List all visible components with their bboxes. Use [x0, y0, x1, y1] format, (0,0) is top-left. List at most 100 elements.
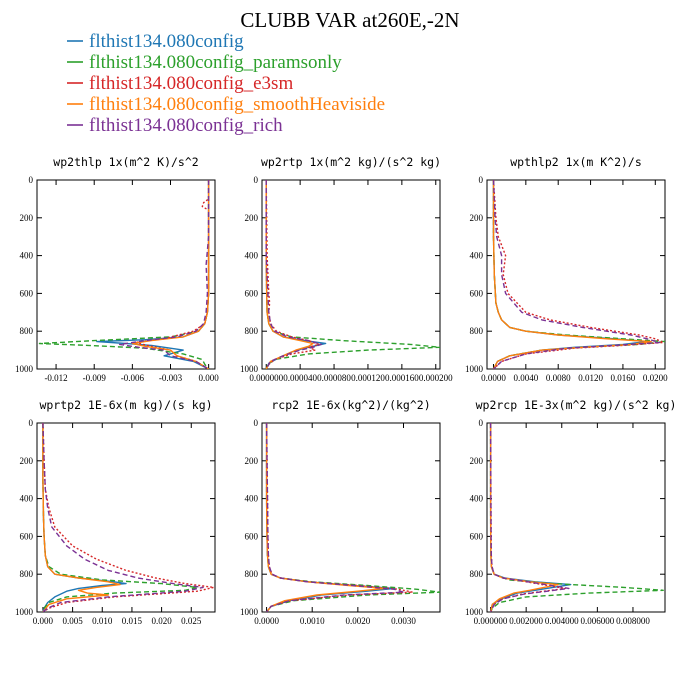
- legend-label: flthist134.080config_e3sm: [89, 73, 293, 94]
- plot-frame: [261, 422, 441, 613]
- y-tick-label: 800: [20, 569, 34, 579]
- series-line-2: [42, 423, 198, 612]
- y-tick-label: 400: [470, 494, 484, 504]
- series-line-4: [265, 180, 314, 369]
- y-tick-label: 0: [254, 418, 259, 428]
- y-tick-label: 1000: [465, 364, 484, 374]
- y-tick-label: 200: [470, 456, 484, 466]
- y-tick-label: 600: [470, 531, 484, 541]
- series-line-4: [489, 423, 559, 612]
- y-tick-label: 400: [245, 494, 259, 504]
- panel-6: wp2rcp 1E-3x(m^2 kg)/(s^2 kg) 0 200 400 600 8…: [465, 398, 676, 626]
- x-tick-label: 0.004000: [545, 616, 579, 626]
- series-group: [42, 423, 215, 612]
- y-tick-label: 400: [20, 251, 34, 261]
- series-group: [492, 180, 665, 369]
- y-tick-label: 800: [470, 326, 484, 336]
- legend-item: flthist134.080config_rich: [67, 115, 283, 136]
- series-line-2: [265, 423, 440, 612]
- panels: wp2thlp 1x(m^2 K)/s^2 0 200 400 600 800 1000 -0…: [15, 155, 676, 626]
- y-tick-label: 0: [29, 418, 34, 428]
- x-tick-label: -0.009: [83, 373, 107, 383]
- y-tick-label: 600: [245, 288, 259, 298]
- y-tick-label: 600: [20, 531, 34, 541]
- x-tick-label: 0.0080: [546, 373, 571, 383]
- y-tick-label: 1000: [15, 364, 34, 374]
- series-line-3: [265, 423, 414, 612]
- x-tick-label: 0.000000: [474, 616, 508, 626]
- series-group: [265, 423, 440, 612]
- panel-title: rcp2 1E-6x(kg^2)/(kg^2): [271, 398, 430, 412]
- series-line-4: [131, 180, 210, 369]
- legend-label: flthist134.080config: [89, 31, 244, 52]
- legend-label: flthist134.080config_smoothHeaviside: [89, 94, 385, 115]
- x-tick-label: 0.000160: [385, 373, 419, 383]
- panel-title: wp2rtp 1x(m^2 kg)/(s^2 kg): [261, 155, 441, 169]
- x-tick-label: 0.005: [62, 616, 83, 626]
- panel-title: wprtp2 1E-6x(m kg)/(s kg): [39, 398, 212, 412]
- x-tick-label: 0.000000: [249, 373, 283, 383]
- y-tick-label: 200: [245, 456, 259, 466]
- x-tick-label: 0.008000: [616, 616, 650, 626]
- x-tick-label: 0.010: [92, 616, 113, 626]
- x-tick-label: 0.0010: [300, 616, 325, 626]
- x-tick-label: 0.0000: [254, 616, 279, 626]
- x-tick-label: 0.0020: [345, 616, 370, 626]
- y-tick-label: 1000: [240, 607, 259, 617]
- x-tick-label: 0.025: [181, 616, 202, 626]
- x-tick-label: -0.006: [121, 373, 145, 383]
- series-line-1: [492, 180, 648, 369]
- series-line-5: [265, 423, 405, 612]
- y-tick-label: 600: [470, 288, 484, 298]
- x-tick-label: 0.000120: [351, 373, 385, 383]
- plot-frame: [486, 422, 666, 613]
- panel-4: wprtp2 1E-6x(m kg)/(s kg) 0 200 400 600 800 10…: [15, 398, 216, 626]
- y-tick-label: 200: [245, 213, 259, 223]
- x-tick-label: 0.0120: [578, 373, 603, 383]
- panel-2: wp2rtp 1x(m^2 kg)/(s^2 kg)0 200 400 600 800 1…: [240, 155, 453, 383]
- series-group: [265, 180, 440, 369]
- plot-frame: [36, 422, 216, 613]
- y-tick-label: 800: [470, 569, 484, 579]
- series-line-4: [492, 180, 652, 369]
- x-tick-label: 0.0200: [643, 373, 668, 383]
- figure-title: CLUBB VAR at260E,-2N: [240, 8, 459, 32]
- x-tick-label: 0.0000: [481, 373, 506, 383]
- series-line-4: [265, 423, 386, 612]
- x-tick-label: 0.002000: [509, 616, 543, 626]
- series-line-5: [492, 180, 660, 369]
- series-line-5: [118, 180, 210, 369]
- legend-label: flthist134.080config_rich: [89, 115, 283, 136]
- y-tick-label: 400: [20, 494, 34, 504]
- series-line-3: [134, 180, 210, 369]
- legend-item: flthist134.080config: [67, 31, 244, 52]
- y-tick-label: 800: [20, 326, 34, 336]
- series-line-5: [42, 423, 204, 612]
- plot-frame: [36, 179, 216, 370]
- panel-title: wp2thlp 1x(m^2 K)/s^2: [53, 155, 198, 169]
- x-tick-label: 0.020: [151, 616, 172, 626]
- panel-3: wpthlp2 1x(m K^2)/s020040060080010000.00…: [465, 155, 668, 383]
- series-group: [489, 423, 664, 612]
- legend-item: flthist134.080config_paramsonly: [67, 52, 342, 73]
- y-tick-label: 1000: [15, 607, 34, 617]
- series-line-5: [489, 423, 570, 612]
- series-line-5: [265, 180, 322, 369]
- series-line-1: [265, 180, 327, 369]
- y-tick-label: 1000: [465, 607, 484, 617]
- x-tick-label: -0.003: [159, 373, 183, 383]
- legend-item: flthist134.080config_smoothHeaviside: [67, 94, 385, 115]
- x-tick-label: 0.0030: [391, 616, 416, 626]
- series-line-3: [492, 180, 665, 369]
- series-line-3: [42, 423, 215, 612]
- panel-1: wp2thlp 1x(m^2 K)/s^2 0 200 400 600 800 1000 -0…: [15, 155, 219, 383]
- x-tick-label: 0.015: [122, 616, 143, 626]
- series-line-3: [265, 180, 320, 369]
- series-line-2: [489, 423, 664, 612]
- x-tick-label: -0.012: [44, 373, 67, 383]
- x-tick-label: 0.0040: [513, 373, 538, 383]
- x-tick-label: 0.0160: [611, 373, 636, 383]
- legend-item: flthist134.080config_e3sm: [67, 73, 293, 94]
- y-tick-label: 0: [29, 175, 34, 185]
- series-line-2: [38, 180, 210, 369]
